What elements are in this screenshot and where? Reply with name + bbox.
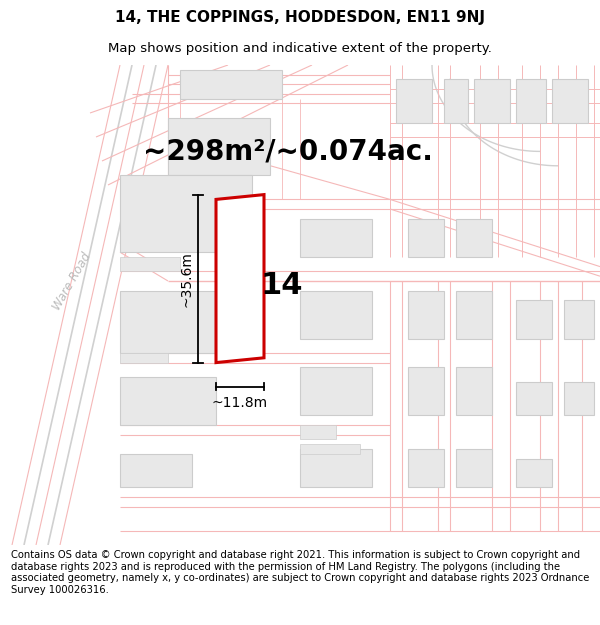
Bar [120, 291, 228, 353]
Text: ~298m²/~0.074ac.: ~298m²/~0.074ac. [143, 138, 433, 166]
Bar [456, 291, 492, 339]
Bar [408, 291, 444, 339]
Polygon shape [216, 194, 264, 362]
Text: 14: 14 [261, 271, 303, 300]
Bar [120, 353, 168, 362]
Bar [300, 425, 336, 439]
Bar [516, 382, 552, 416]
Text: Map shows position and indicative extent of the property.: Map shows position and indicative extent… [108, 42, 492, 55]
Bar [408, 449, 444, 488]
Bar [552, 79, 588, 122]
Bar [474, 79, 510, 122]
Bar [564, 300, 594, 339]
Bar [564, 382, 594, 416]
Bar [444, 79, 468, 122]
Bar [180, 70, 282, 99]
Bar [120, 454, 192, 488]
Bar [456, 449, 492, 488]
Text: ~35.6m: ~35.6m [179, 251, 193, 306]
Text: Ware Road: Ware Road [50, 250, 94, 312]
Bar [300, 219, 372, 257]
Bar [408, 368, 444, 416]
Bar [516, 459, 552, 488]
Bar [300, 444, 360, 454]
Bar [408, 219, 444, 257]
Text: Contains OS data © Crown copyright and database right 2021. This information is : Contains OS data © Crown copyright and d… [11, 550, 589, 595]
Bar [516, 79, 546, 122]
Bar [396, 79, 432, 122]
Bar [120, 176, 252, 253]
Bar [120, 257, 180, 271]
Bar [300, 449, 372, 488]
Text: 14, THE COPPINGS, HODDESDON, EN11 9NJ: 14, THE COPPINGS, HODDESDON, EN11 9NJ [115, 10, 485, 25]
Bar [516, 300, 552, 339]
Text: ~11.8m: ~11.8m [212, 396, 268, 411]
Bar [456, 368, 492, 416]
Bar [300, 291, 372, 339]
Bar [168, 118, 270, 176]
Bar [300, 368, 372, 416]
Bar [120, 377, 216, 425]
Bar [456, 219, 492, 257]
